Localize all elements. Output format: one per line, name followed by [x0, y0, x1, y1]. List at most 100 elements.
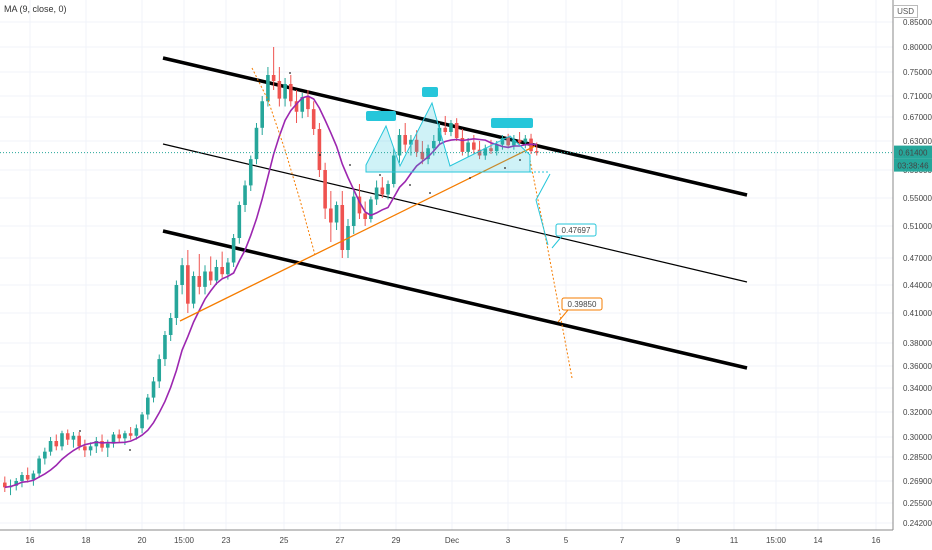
time-tick-label: 23: [222, 536, 231, 545]
candle-body: [163, 335, 167, 360]
candle-body: [500, 138, 505, 145]
candle-body: [534, 151, 539, 153]
indicator-legend[interactable]: MA (9, close, 0): [4, 4, 71, 14]
candle-body: [294, 101, 299, 112]
candle-body: [157, 359, 162, 382]
candle-body: [454, 123, 459, 138]
moving-average-line: [4, 95, 537, 489]
candle-body: [146, 397, 150, 415]
candle-body: [523, 138, 528, 143]
time-tick-label: 15:00: [766, 536, 787, 545]
price-tick-label: 0.80000: [903, 43, 932, 52]
candle-body: [306, 97, 310, 110]
time-tick-label: 7: [620, 536, 625, 545]
candle-body: [323, 170, 327, 209]
candle-body: [397, 135, 402, 156]
sar-dot: [469, 177, 471, 179]
candle-body: [65, 433, 70, 440]
sar-dot: [504, 167, 506, 169]
price-tick-label: 0.30000: [903, 433, 932, 442]
dotted-trend-orange: [251, 67, 316, 256]
candle-body: [123, 433, 127, 439]
candle-body: [248, 159, 253, 186]
candle-body: [334, 205, 339, 223]
candle-body: [260, 101, 264, 128]
candle-body: [271, 75, 276, 81]
currency-badge[interactable]: USD: [893, 5, 918, 18]
candle-body: [432, 141, 436, 149]
candle-body: [351, 196, 356, 226]
price-tick-label: 0.55000: [903, 194, 932, 203]
candle-body: [420, 151, 425, 160]
time-axis[interactable]: 16 18 20 15:00 23 25 27 29 Dec 3 5 7 9 11 15:00 14 16: [0, 529, 893, 545]
sar-dot: [519, 159, 521, 161]
candle-body: [128, 433, 133, 436]
time-tick-label: 29: [392, 536, 401, 545]
candle-body: [77, 435, 81, 447]
candle-body: [340, 205, 345, 250]
candle-body: [214, 267, 219, 281]
time-tick-label: 27: [336, 536, 345, 545]
price-tick-label: 0.63000: [903, 137, 932, 146]
callout-box: [561, 297, 603, 311]
time-tick-label: 9: [676, 536, 681, 545]
price-tick-label: 0.34000: [903, 384, 932, 393]
candle-body: [289, 84, 293, 102]
candle-body: [60, 433, 64, 447]
pattern-label-box: [491, 118, 533, 128]
candle-body: [105, 443, 110, 448]
time-tick-label: 3: [506, 536, 511, 545]
price-tick-label: 0.44000: [903, 281, 932, 290]
candle-body: [111, 434, 116, 444]
candle-body: [134, 428, 139, 436]
candle-body: [237, 205, 242, 238]
last-price-label: 0.61400: [899, 149, 928, 158]
price-tick-label: 0.26900: [903, 477, 932, 486]
candle-body: [48, 441, 53, 452]
candle-body: [472, 142, 476, 150]
time-tick-label: 14: [814, 536, 823, 545]
sar-dot: [129, 449, 131, 451]
regression-channel: [162, 56, 748, 370]
candle-body: [191, 276, 196, 304]
price-tick-label: 0.25500: [903, 499, 932, 508]
candle-body: [231, 238, 236, 263]
price-tick-label: 0.28500: [903, 453, 932, 462]
candle-body: [54, 441, 59, 447]
candle-body: [20, 475, 24, 481]
price-tick-label: 0.36000: [903, 362, 932, 371]
candle-body: [3, 482, 7, 488]
time-tick-label: Dec: [445, 536, 459, 545]
candle-body: [283, 84, 287, 99]
candle-body: [174, 285, 179, 318]
candle-body: [391, 155, 396, 184]
candle-body: [414, 139, 419, 152]
candle-body: [203, 271, 207, 287]
candle-body: [374, 187, 379, 200]
pattern-annotations: 0.47697 0.39850: [79, 67, 603, 451]
candle-body: [43, 451, 47, 459]
candle-body: [477, 149, 482, 156]
candle-body: [369, 199, 373, 219]
last-price-tag: [894, 145, 932, 159]
time-tick-label: 16: [26, 536, 35, 545]
candle-body: [151, 381, 156, 398]
candle-body: [512, 139, 516, 146]
price-tick-label: 0.67000: [903, 113, 932, 122]
candle-body: [506, 138, 510, 146]
candle-body: [403, 135, 407, 145]
target-callout-cyan: 0.47697: [551, 223, 597, 249]
price-axis[interactable]: 0.85000 0.80000 0.75000 0.71000 0.67000 0.630…: [0, 0, 932, 530]
price-tick-label: 0.41000: [903, 309, 932, 318]
sar-dot: [349, 164, 351, 166]
countdown-label: 03:38:46: [897, 162, 929, 171]
candle-body: [25, 475, 30, 480]
sar-dot: [319, 154, 321, 156]
candle-body: [386, 184, 390, 195]
sar-dot: [379, 174, 381, 176]
pattern-label-box: [366, 111, 396, 121]
candle-body: [317, 129, 322, 170]
time-tick-label: 15:00: [174, 536, 195, 545]
price-tick-label: 0.75000: [903, 68, 932, 77]
